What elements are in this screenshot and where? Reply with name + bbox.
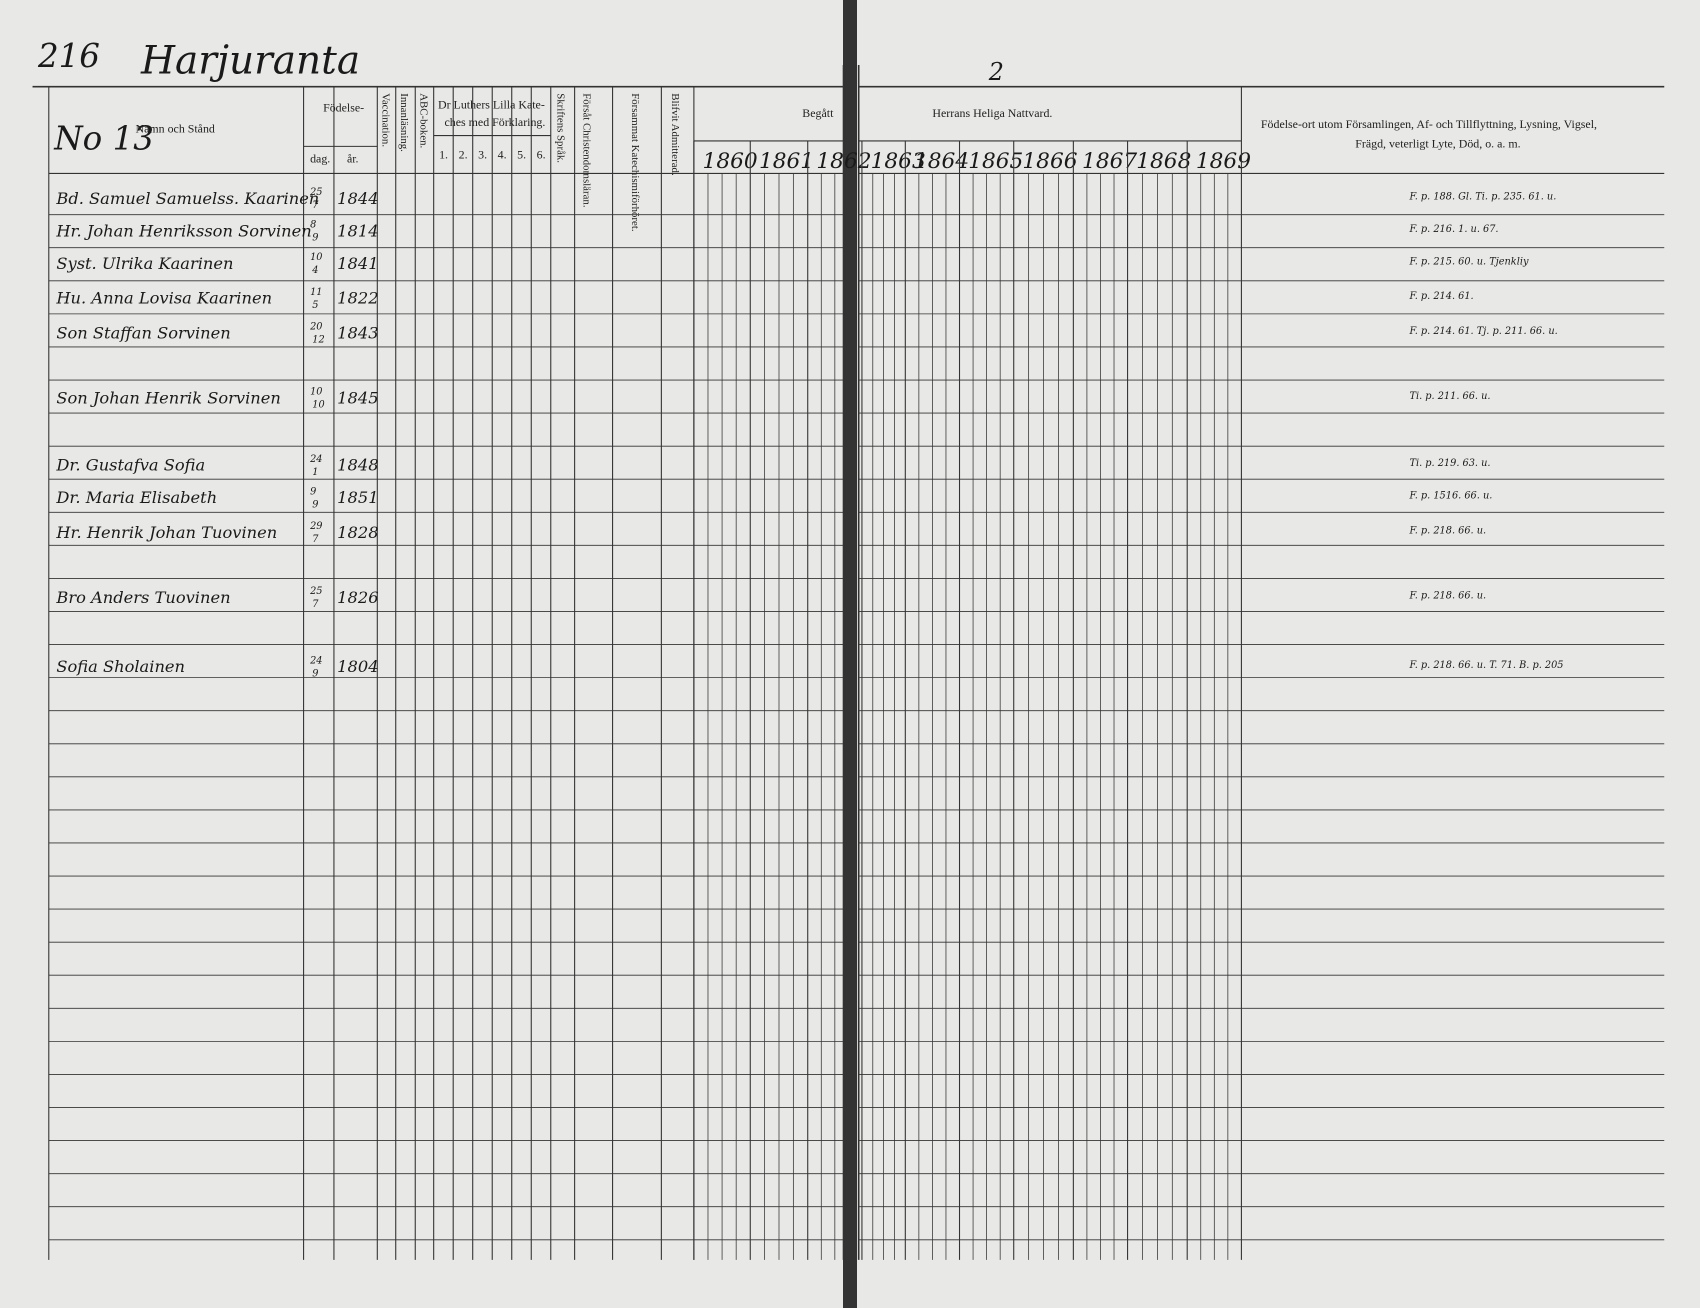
label: 1863 bbox=[871, 149, 926, 174]
label: Bro Anders Tuovinen bbox=[55, 588, 230, 607]
label: 1869 bbox=[1196, 149, 1251, 174]
label: Födelse- bbox=[323, 101, 364, 115]
label: Födelse-ort utom Församlingen, Af- och T… bbox=[1261, 117, 1597, 131]
label: Syst. Ulrika Kaarinen bbox=[56, 254, 233, 273]
label: 4 bbox=[311, 265, 318, 276]
label: 8 bbox=[310, 220, 316, 231]
label: 7 bbox=[312, 534, 319, 545]
spine bbox=[843, 0, 857, 1308]
label: Herrans Heliga Nattvard. bbox=[932, 106, 1052, 120]
label: 5. bbox=[517, 147, 526, 161]
label: 12 bbox=[312, 335, 324, 346]
label: 7 bbox=[312, 200, 319, 211]
label: 1867 bbox=[1082, 149, 1137, 174]
label: 9 bbox=[312, 669, 318, 680]
label: 1845 bbox=[337, 388, 378, 407]
label: F. p. 214. 61. bbox=[1408, 291, 1473, 302]
label: 24 bbox=[309, 454, 322, 465]
label: 20 bbox=[309, 322, 322, 333]
label: 1866 bbox=[1022, 149, 1077, 174]
label: 1826 bbox=[337, 588, 378, 607]
label: No 13 bbox=[53, 120, 154, 158]
label: 216 bbox=[37, 37, 100, 75]
label: Hu. Anna Lovisa Kaarinen bbox=[55, 289, 272, 308]
label: Försammat Katechismiförhöret. bbox=[629, 93, 641, 231]
label: Vaccination. bbox=[380, 93, 392, 147]
label: 1864 bbox=[914, 149, 969, 174]
label: 9 bbox=[312, 233, 318, 244]
label: 1862 bbox=[816, 149, 871, 174]
label: 1843 bbox=[337, 323, 378, 342]
label: F. p. 214. 61. Tj. p. 211. 66. u. bbox=[1408, 326, 1557, 337]
label: 1822 bbox=[337, 289, 378, 308]
label: 1861 bbox=[759, 149, 814, 174]
label: F. p. 218. 66. u. bbox=[1408, 525, 1486, 536]
label: F. p. 188. Gl. Ti. p. 235. 61. u. bbox=[1408, 191, 1556, 202]
label: Begått bbox=[802, 106, 834, 120]
label: 7 bbox=[312, 599, 319, 610]
label: Bd. Samuel Samuelss. Kaarinen bbox=[55, 189, 319, 208]
label: 25 bbox=[309, 586, 322, 597]
label: Skriftens Språk. bbox=[554, 93, 566, 163]
label: F. p. 215. 60. u. Tjenkliy bbox=[1408, 257, 1528, 268]
label: 1 bbox=[312, 467, 318, 478]
label: 6. bbox=[537, 147, 546, 161]
label: Dr Luthers Lilla Kate- bbox=[438, 97, 545, 111]
label: 24 bbox=[309, 656, 322, 667]
label: ches med Förklaring. bbox=[445, 115, 546, 129]
label: 9 bbox=[312, 499, 318, 510]
label: Ti. p. 211. 66. u. bbox=[1409, 391, 1490, 402]
label: Namn och Stånd bbox=[136, 121, 215, 135]
label: 5 bbox=[312, 300, 318, 311]
label: 9 bbox=[310, 486, 316, 497]
label: 10 bbox=[310, 252, 322, 263]
label: Hr. Johan Henriksson Sorvinen bbox=[55, 221, 311, 240]
label: Harjuranta bbox=[140, 39, 360, 84]
label: 2 bbox=[988, 58, 1004, 86]
label: Son Staffan Sorvinen bbox=[56, 323, 230, 342]
label: F. p. 218. 66. u. bbox=[1408, 590, 1486, 601]
label: F. p. 1516. 66. u. bbox=[1408, 491, 1492, 502]
label: 1865 bbox=[968, 149, 1023, 174]
label: ABC-boken. bbox=[418, 93, 430, 148]
label: Ti. p. 219. 63. u. bbox=[1409, 458, 1490, 469]
label: 4. bbox=[498, 147, 507, 161]
label: Försåt Christendomsläran. bbox=[580, 93, 592, 207]
label: 29 bbox=[309, 521, 322, 532]
label: Frägd, veterligt Lyte, Död, o. a. m. bbox=[1355, 136, 1520, 150]
label: dag. bbox=[310, 152, 330, 166]
label: 25 bbox=[309, 187, 322, 198]
label: 1868 bbox=[1136, 149, 1191, 174]
label: Dr. Gustafva Sofia bbox=[55, 456, 205, 475]
label: 1851 bbox=[337, 488, 378, 507]
label: 1. bbox=[439, 147, 448, 161]
label: Dr. Maria Elisabeth bbox=[55, 488, 217, 507]
label: 1804 bbox=[337, 657, 378, 676]
label: 3. bbox=[478, 147, 487, 161]
label: F. p. 216. 1. u. 67. bbox=[1408, 224, 1498, 235]
label: 10 bbox=[312, 400, 324, 411]
label: 1814 bbox=[337, 221, 378, 240]
label: Sofia Sholainen bbox=[56, 657, 185, 676]
label: Hr. Henrik Johan Tuovinen bbox=[55, 523, 277, 542]
label: 10 bbox=[310, 387, 322, 398]
label: 1828 bbox=[337, 523, 378, 542]
label: år. bbox=[347, 152, 359, 166]
label: Blifvit Admitterad. bbox=[669, 93, 681, 175]
label: 2. bbox=[459, 147, 468, 161]
label: F. p. 218. 66. u. T. 71. B. p. 205 bbox=[1408, 660, 1563, 671]
label: 1860 bbox=[703, 149, 758, 174]
label: Son Johan Henrik Sorvinen bbox=[56, 388, 280, 407]
label: 1848 bbox=[337, 456, 378, 475]
label: Innanläsning. bbox=[398, 93, 410, 152]
label: 11 bbox=[310, 287, 322, 298]
label: 1841 bbox=[337, 254, 378, 273]
label: 1844 bbox=[337, 189, 378, 208]
